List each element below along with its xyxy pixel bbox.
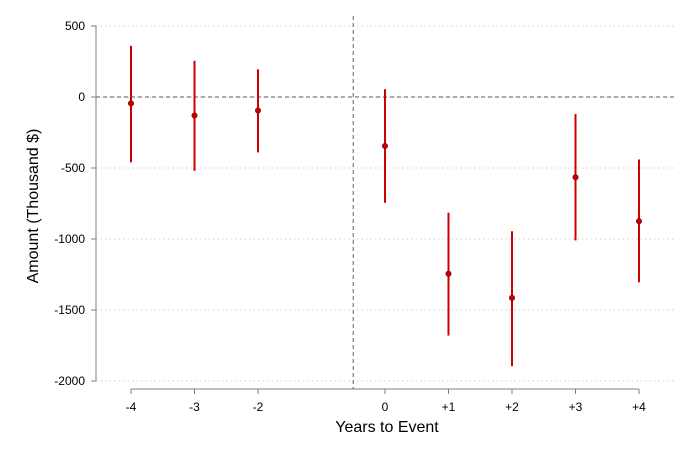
y-tick-label: 500	[65, 19, 85, 33]
x-tick-label: +1	[442, 400, 456, 414]
estimate-point	[508, 294, 515, 301]
x-tick-label: +4	[632, 400, 646, 414]
estimate-point	[636, 218, 643, 225]
y-tick-label: -1000	[54, 232, 85, 246]
y-tick-label: -2000	[54, 374, 85, 388]
y-tick-label: -1500	[54, 303, 85, 317]
estimate-point	[381, 142, 388, 149]
y-axis-title: Amount (Thousand $)	[25, 129, 42, 284]
grid-layer	[96, 25, 676, 382]
estimate-point	[445, 270, 452, 277]
estimate-point	[572, 174, 579, 181]
y-ticks: 500 0 -500 -1000 -1500 -2000	[54, 19, 96, 388]
estimate-point	[127, 100, 134, 107]
axes-layer	[95, 26, 639, 390]
x-tick-label: +3	[569, 400, 583, 414]
y-tick-label: -500	[61, 161, 85, 175]
x-axis-title: Years to Event	[335, 419, 439, 436]
y-tick-label: 0	[78, 90, 85, 104]
x-tick-label: -3	[189, 400, 200, 414]
estimate-point	[191, 112, 198, 119]
x-tick-label: -4	[126, 400, 137, 414]
x-tick-label: 0	[382, 400, 389, 414]
series-layer	[127, 45, 643, 367]
x-ticks: -4 -3 -2 0 +1 +2 +3 +4	[126, 389, 646, 414]
estimate-point	[254, 107, 261, 114]
x-tick-label: -2	[253, 400, 264, 414]
x-tick-label: +2	[505, 400, 519, 414]
